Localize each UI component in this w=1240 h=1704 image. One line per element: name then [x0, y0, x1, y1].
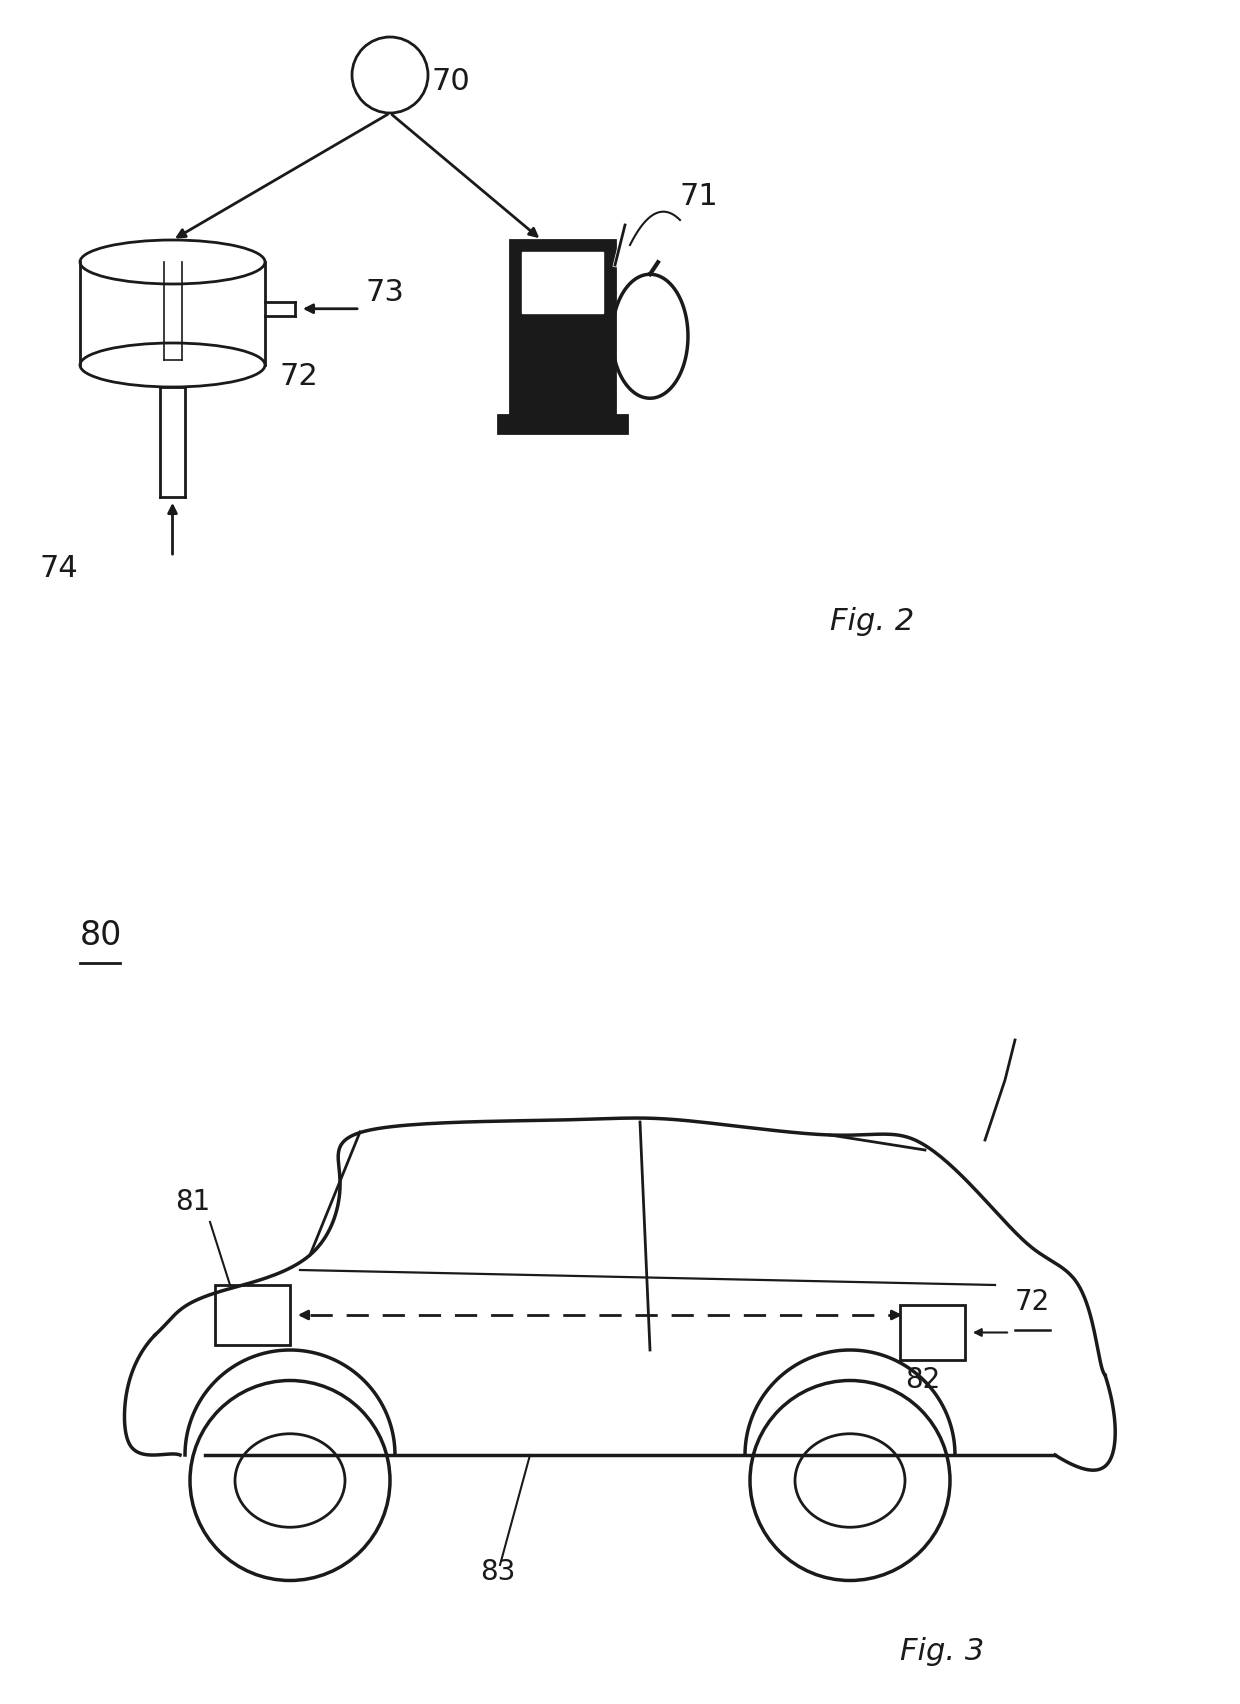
- Text: Fig. 3: Fig. 3: [900, 1638, 985, 1667]
- Polygon shape: [510, 240, 615, 416]
- Text: 74: 74: [40, 554, 79, 583]
- Text: 81: 81: [175, 1188, 211, 1217]
- Text: 72: 72: [1016, 1288, 1050, 1315]
- Text: 72: 72: [280, 361, 319, 390]
- Text: 70: 70: [432, 66, 471, 95]
- Text: 83: 83: [480, 1557, 516, 1586]
- Text: 71: 71: [680, 182, 719, 211]
- Text: 82: 82: [905, 1367, 940, 1394]
- Polygon shape: [522, 252, 603, 314]
- Text: Fig. 2: Fig. 2: [830, 607, 914, 636]
- Text: 73: 73: [365, 278, 404, 307]
- Text: 80: 80: [81, 918, 123, 953]
- Polygon shape: [498, 416, 627, 433]
